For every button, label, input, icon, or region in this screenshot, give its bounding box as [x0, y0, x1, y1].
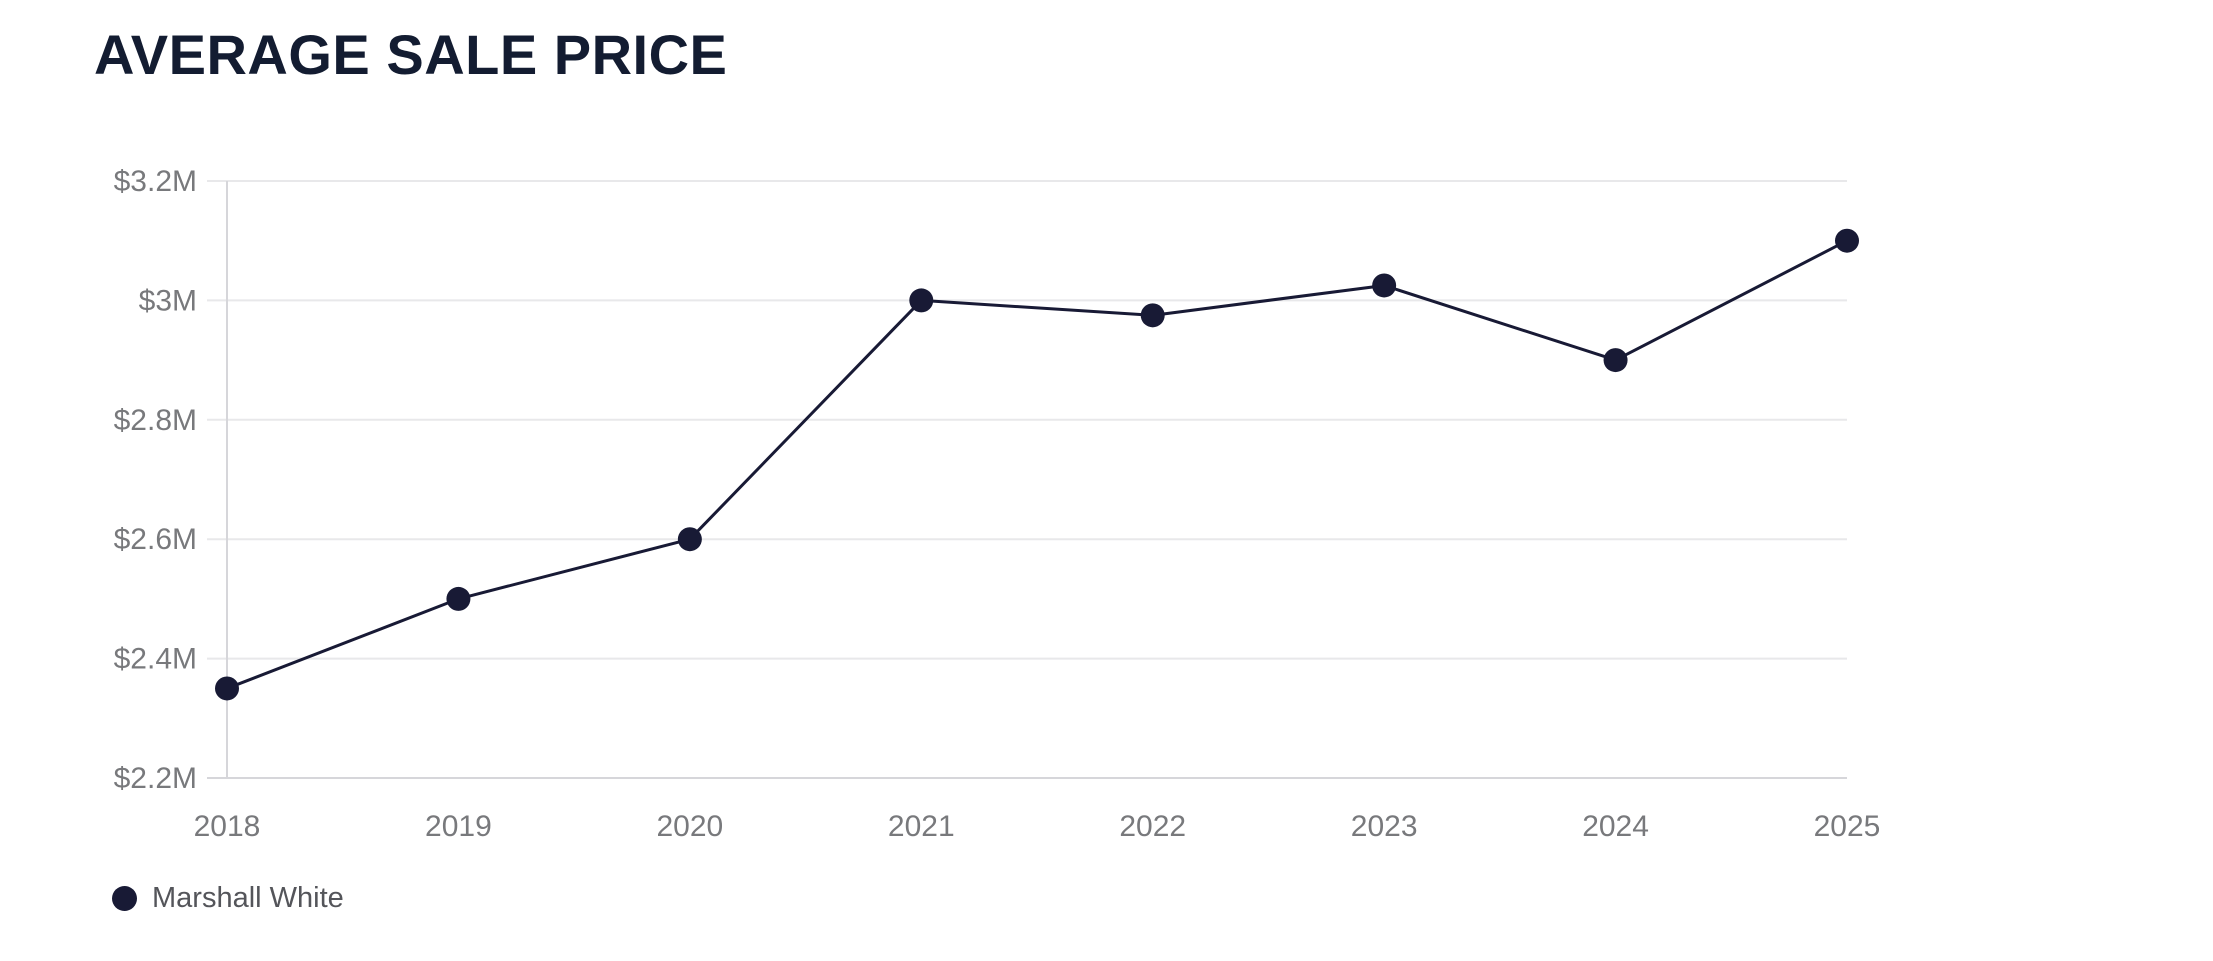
x-axis-tick-label: 2024	[1582, 810, 1649, 843]
data-point	[215, 676, 239, 701]
y-axis-tick-label: $2.4M	[114, 643, 197, 676]
data-point	[1603, 348, 1628, 373]
trend-line	[225, 239, 1849, 690]
data-point	[446, 586, 471, 611]
data-point	[1140, 303, 1165, 328]
x-axis-tick-label: 2022	[1119, 810, 1186, 843]
y-axis-tick-label: $3M	[139, 284, 197, 317]
legend-series-label: Marshall White	[152, 882, 344, 914]
x-axis-tick-label: 2021	[888, 810, 955, 843]
data-point	[1835, 228, 1859, 253]
x-axis-tick-label: 2019	[425, 810, 492, 843]
y-axis-tick-label: $2.2M	[114, 762, 197, 795]
legend: Marshall White	[112, 884, 344, 913]
data-point	[909, 288, 934, 313]
x-axis-tick-label: 2018	[194, 810, 261, 843]
data-point	[1372, 273, 1397, 298]
y-axis-tick-label: $2.6M	[114, 523, 197, 556]
x-axis-tick-label: 2020	[656, 810, 723, 843]
x-axis-tick-label: 2023	[1351, 810, 1418, 843]
y-axis-tick-label: $3.2M	[114, 165, 197, 198]
legend-marker-circle-icon	[112, 886, 137, 911]
y-axis-tick-label: $2.8M	[114, 404, 197, 437]
chart-title: AVERAGE SALE PRICE	[94, 23, 728, 86]
data-point	[677, 527, 702, 552]
x-axis-tick-label: 2025	[1814, 810, 1881, 843]
